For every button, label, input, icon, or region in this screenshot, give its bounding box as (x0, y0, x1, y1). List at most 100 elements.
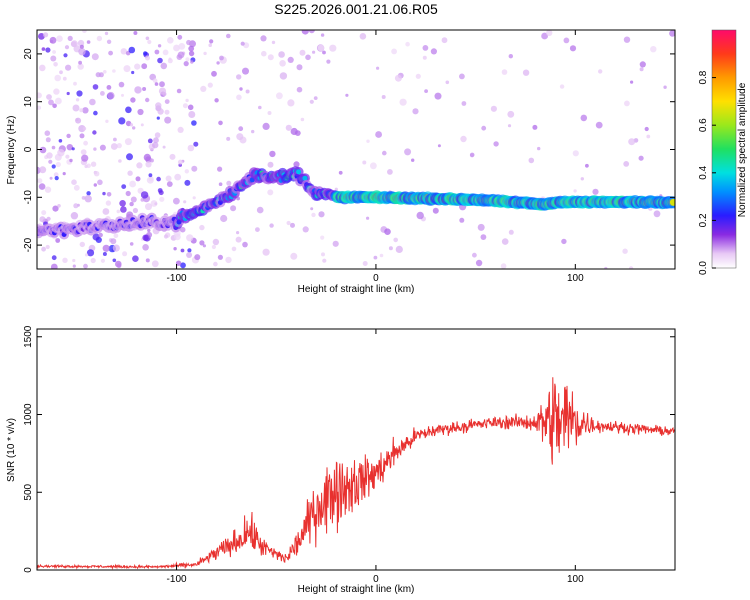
spectrogram-noise-point (267, 161, 274, 168)
spectrogram-noise-point (329, 44, 337, 52)
spectrogram-noise-point (145, 97, 150, 103)
spectrogram-noise-point (507, 124, 512, 128)
spectrogram-noise-point (142, 244, 149, 251)
spectrogram-noise-point (214, 98, 219, 103)
spectrogram-noise-point (79, 241, 86, 248)
spectrogram-noise-point (604, 266, 608, 269)
spectrogram-noise-point (173, 197, 180, 205)
spectrogram-noise-point (142, 87, 147, 91)
colorbar-gradient (711, 29, 737, 269)
spectrogram-noise-point (142, 234, 149, 241)
colorbar-tick-label: 0.6 (698, 118, 709, 132)
spectrogram-noise-point (290, 252, 298, 260)
spectrogram-noise-point (102, 208, 110, 215)
spectrogram-noise-point (146, 176, 154, 184)
spectrogram-noise-point (159, 81, 165, 88)
spectrogram-noise-point (461, 101, 467, 106)
spectrogram-noise-point (193, 141, 199, 147)
spectrogram-noise-point (644, 126, 649, 132)
spectrogram-y-ticks: -20 -10 0 10 20 (23, 48, 675, 252)
spectrogram-noise-point (278, 51, 285, 58)
spectrogram-noise-point (158, 190, 164, 196)
spectrogram-noise-point (92, 130, 97, 135)
spectrogram-noise-point (663, 85, 667, 89)
spectrogram-noise-point (105, 200, 112, 206)
colorbar-tick-label: 0.8 (698, 70, 709, 84)
spectrogram-noise-point (39, 216, 46, 223)
spectrogram-noise-point (219, 55, 224, 61)
spectrogram-noise-point (53, 172, 59, 178)
spectrogram-noise-point (94, 171, 100, 177)
spectrogram-noise-point (305, 54, 311, 61)
spectrogram-noise-point (203, 51, 207, 56)
spectrogram-noise-point (255, 227, 260, 233)
spectrogram-noise-point (366, 216, 370, 220)
spectrogram-noise-point (145, 258, 150, 263)
spectrogram-noise-point (112, 258, 117, 263)
spectrogram-noise-point (112, 69, 116, 73)
spectrogram-noise-point (46, 216, 51, 221)
spectrogram-noise-point (320, 33, 325, 37)
spectrogram-noise-point (100, 91, 105, 96)
spectrogram-noise-point (212, 238, 220, 246)
y-tick-label: 10 (23, 96, 34, 108)
spectrogram-noise-point (388, 246, 393, 251)
spectrogram-noise-point (211, 244, 216, 250)
spectrogram-noise-point (269, 223, 274, 228)
spectrogram-noise-point (44, 186, 52, 193)
spectrogram-noise-point (90, 257, 96, 264)
spectrogram-noise-point (51, 145, 56, 150)
spectrogram-noise-point (143, 51, 148, 56)
spectrogram-noise-point (123, 65, 131, 73)
spectrogram-noise-point (84, 195, 92, 203)
spectrogram-noise-point (445, 80, 450, 85)
spectrogram-noise-point (434, 92, 442, 100)
spectrogram-noise-point (116, 143, 122, 149)
spectrogram-noise-point (75, 117, 82, 124)
spectrogram-noise-point (238, 126, 244, 132)
spectrogram-noise-point (112, 244, 120, 252)
spectrogram-noise-point (51, 164, 56, 169)
spectrogram-noise-point (561, 238, 567, 245)
spectrogram-noise-point (501, 238, 509, 245)
spectrogram-noise-point (332, 240, 339, 247)
spectrogram-noise-point (184, 179, 191, 186)
spectrogram-noise-point (62, 172, 66, 176)
spectrogram-noise-point (188, 45, 195, 52)
spectrogram-noise-point (164, 116, 172, 124)
spectrogram-noise-point (290, 222, 295, 228)
spectrogram-noise-point (70, 212, 79, 220)
spectrogram-noise-point (55, 238, 61, 243)
spectrogram-noise-point (317, 44, 325, 52)
spectrogram-noise-point (384, 228, 391, 235)
colorbar: 0.0 0.2 0.4 0.6 0.8 Normalized spectral ampl… (698, 29, 748, 275)
spectrogram-noise-point (71, 179, 77, 185)
spectrogram-marks (37, 30, 675, 269)
spectrogram-noise-point (299, 49, 306, 56)
spectrogram-noise-point (359, 33, 367, 40)
spectrogram-noise-point (194, 254, 201, 261)
spectrogram-noise-point (472, 252, 477, 258)
spectrogram-noise-point (92, 84, 99, 90)
spectrogram-noise-point (103, 70, 107, 74)
spectrogram-noise-point (595, 121, 603, 129)
y-tick-label: 20 (23, 48, 34, 60)
spectrogram-noise-point (132, 255, 139, 262)
spectrogram-noise-point (86, 40, 91, 44)
spectrogram-noise-point (145, 203, 152, 211)
spectrogram-noise-point (80, 149, 87, 156)
spectrogram-noise-point (116, 209, 121, 214)
spectrogram-noise-point (669, 30, 675, 37)
spectrogram-noise-point (59, 70, 63, 75)
spectrogram-noise-point (78, 125, 86, 133)
spectrogram-noise-point (104, 31, 109, 36)
spectrogram-noise-point (39, 166, 47, 174)
spectrogram-noise-point (300, 117, 305, 122)
spectrogram-noise-point (110, 143, 118, 150)
spectrogram-noise-point (135, 176, 141, 182)
y-tick-label: 500 (23, 483, 34, 500)
spectrogram-noise-point (622, 248, 628, 254)
snr-y-ticks: 0 500 1000 1500 (23, 325, 675, 573)
spectrogram-noise-point (296, 64, 303, 71)
snr-frame (36, 328, 676, 571)
